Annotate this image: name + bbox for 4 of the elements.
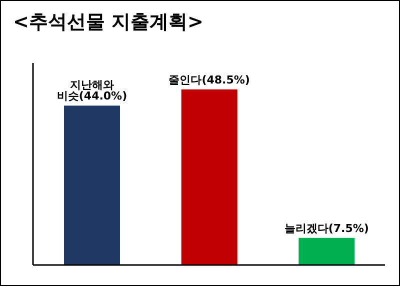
chart-title: <추석선물 지출계획> (13, 10, 204, 35)
data-label: 늘리겠다(7.5%) (284, 222, 369, 235)
data-label: 줄인다(48.5%) (168, 73, 250, 86)
data-label: 지난해와 비슷(44.0%) (56, 78, 128, 103)
